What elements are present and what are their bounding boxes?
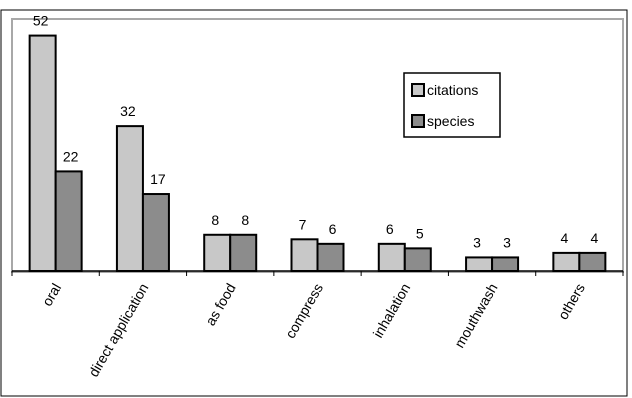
bar-species-5 <box>403 247 432 272</box>
chart-frame <box>0 9 628 397</box>
value-labels-layer: 52 22 32 17 8 8 7 6 6 5 3 3 4 4 <box>33 13 599 251</box>
bar-citations-6 <box>465 256 494 272</box>
bar-species-2 <box>141 193 170 272</box>
bar-species-4 <box>316 242 345 273</box>
legend-swatch-species <box>411 114 425 128</box>
legend-label-citations: citations <box>427 82 478 98</box>
bar-citations-7 <box>552 251 581 273</box>
bar-citations-5 <box>377 242 406 273</box>
legend: citations species <box>403 72 501 138</box>
value-label-citations-5: 6 <box>386 221 394 237</box>
value-label-citations-4: 7 <box>299 216 307 232</box>
value-label-species-7: 4 <box>590 230 598 246</box>
legend-swatch-citations <box>411 83 425 97</box>
bar-species-6 <box>491 256 520 272</box>
value-label-species-6: 3 <box>503 234 511 250</box>
value-label-species-5: 5 <box>416 225 424 241</box>
value-label-citations-6: 3 <box>473 234 481 250</box>
value-label-citations-1: 52 <box>33 13 49 29</box>
value-label-species-4: 6 <box>329 221 337 237</box>
value-label-citations-3: 8 <box>211 212 219 228</box>
value-label-species-3: 8 <box>241 212 249 228</box>
bar-citations-3 <box>203 233 232 272</box>
value-label-citations-7: 4 <box>560 230 568 246</box>
legend-label-species: species <box>427 113 474 129</box>
value-label-species-2: 17 <box>150 171 166 187</box>
value-label-species-1: 22 <box>63 148 79 164</box>
value-label-citations-2: 32 <box>120 103 136 119</box>
bar-citations-1 <box>28 34 57 272</box>
bar-citations-2 <box>115 125 144 272</box>
bar-species-1 <box>54 170 83 272</box>
legend-items: citations species <box>411 82 478 129</box>
bar-species-7 <box>578 251 607 273</box>
x-axis-ticks <box>11 271 624 276</box>
bar-citations-4 <box>290 238 319 273</box>
bar-species-3 <box>229 233 258 272</box>
